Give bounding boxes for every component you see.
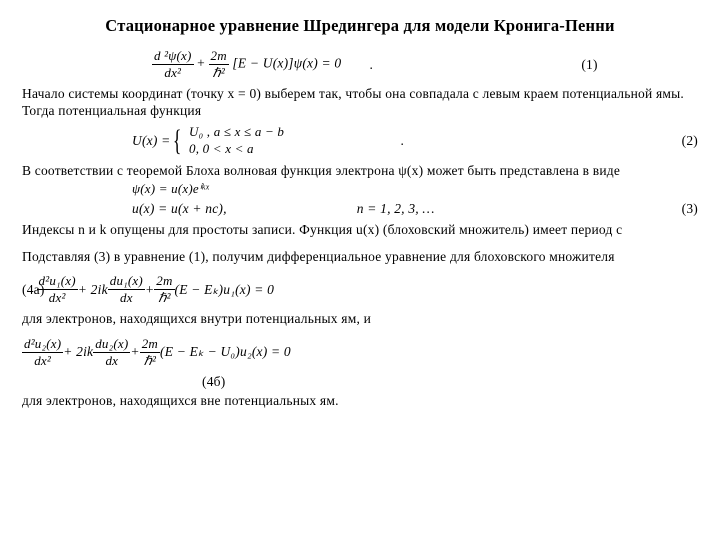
eq4a-m1: + 2ik: [78, 282, 108, 298]
eq1-number: (1): [581, 57, 597, 73]
eq4a-d2: dx: [108, 290, 145, 306]
eq3-line2-lhs: u(x) = u(x + nc),: [132, 201, 227, 217]
eq4a-d1: dx²: [37, 290, 78, 306]
eq4b-d3: ℏ²: [140, 353, 160, 369]
eq3-number: (3): [682, 201, 698, 217]
equation-4a: (4а) d²u₁(x)dx² + 2ik du₁(x)dx + 2mℏ² (E…: [22, 273, 698, 306]
eq4b-tail: (E − Eₖ − U₀)u₂(x) = 0: [160, 344, 291, 360]
eq3-line1: ψ(x) = u(x)eⁱᵏˣ: [132, 181, 698, 197]
eq4b-label: (4б): [202, 373, 698, 390]
eq4b-n2: du₂(x): [93, 336, 130, 353]
equation-3: ψ(x) = u(x)eⁱᵏˣ u(x) = u(x + nc), n = 1,…: [22, 181, 698, 217]
paragraph-1: Начало системы координат (точку x = 0) в…: [22, 85, 698, 120]
eq4b-d2: dx: [93, 353, 130, 369]
eq4b-m2: +: [130, 344, 139, 360]
page-title: Стационарное уравнение Шредингера для мо…: [22, 16, 698, 36]
eq4b-d1: dx²: [22, 353, 63, 369]
eq4a-n3: 2m: [154, 273, 174, 290]
eq2-lhs: U(x) =: [132, 133, 170, 149]
eq2-case2: 0, 0 < x < a: [189, 141, 284, 158]
eq4a-d3: ℏ²: [154, 290, 174, 306]
paragraph-6: для электронов, находящихся вне потенциа…: [22, 392, 698, 409]
eq4b-m1: + 2ik: [63, 344, 93, 360]
paragraph-5: для электронов, находящихся внутри потен…: [22, 310, 698, 327]
equation-2: U(x) = { U₀ , a ≤ x ≤ a − b 0, 0 < x < a…: [22, 124, 698, 158]
eq3-line2-rhs: n = 1, 2, 3, …: [357, 201, 435, 217]
eq4a-tail: (E − Eₖ)u₁(x) = 0: [175, 282, 275, 298]
equation-1: d ²ψ(x)dx² + 2mℏ² [E − U(x)]ψ(x) = 0 . (…: [22, 48, 698, 81]
equation-4b: d²u₂(x)dx² + 2ik du₂(x)dx + 2mℏ² (E − Eₖ…: [22, 336, 698, 369]
eq1-num1: d ²ψ(x): [152, 48, 194, 65]
eq4a-m2: +: [145, 282, 154, 298]
eq2-case1: U₀ , a ≤ x ≤ a − b: [189, 124, 284, 141]
eq2-number: (2): [682, 133, 698, 149]
eq1-dot: .: [341, 57, 401, 73]
eq1-num2: 2m: [209, 48, 229, 65]
eq4a-n1: d²u₁(x): [37, 273, 78, 290]
eq1-den2: ℏ²: [209, 65, 229, 81]
eq4b-n1: d²u₂(x): [22, 336, 63, 353]
paragraph-3: Индексы n и k опущены для простоты запис…: [22, 221, 698, 238]
paragraph-2: В соответствии с теоремой Блоха волновая…: [22, 162, 698, 179]
eq1-bracket: [E − U(x)]ψ(x) = 0: [232, 56, 341, 71]
eq1-den1: dx²: [152, 65, 194, 81]
paragraph-4: Подставляя (3) в уравнение (1), получим …: [22, 248, 698, 265]
eq2-dot: .: [284, 133, 404, 149]
eq4b-n3: 2m: [140, 336, 160, 353]
eq4a-n2: du₁(x): [108, 273, 145, 290]
